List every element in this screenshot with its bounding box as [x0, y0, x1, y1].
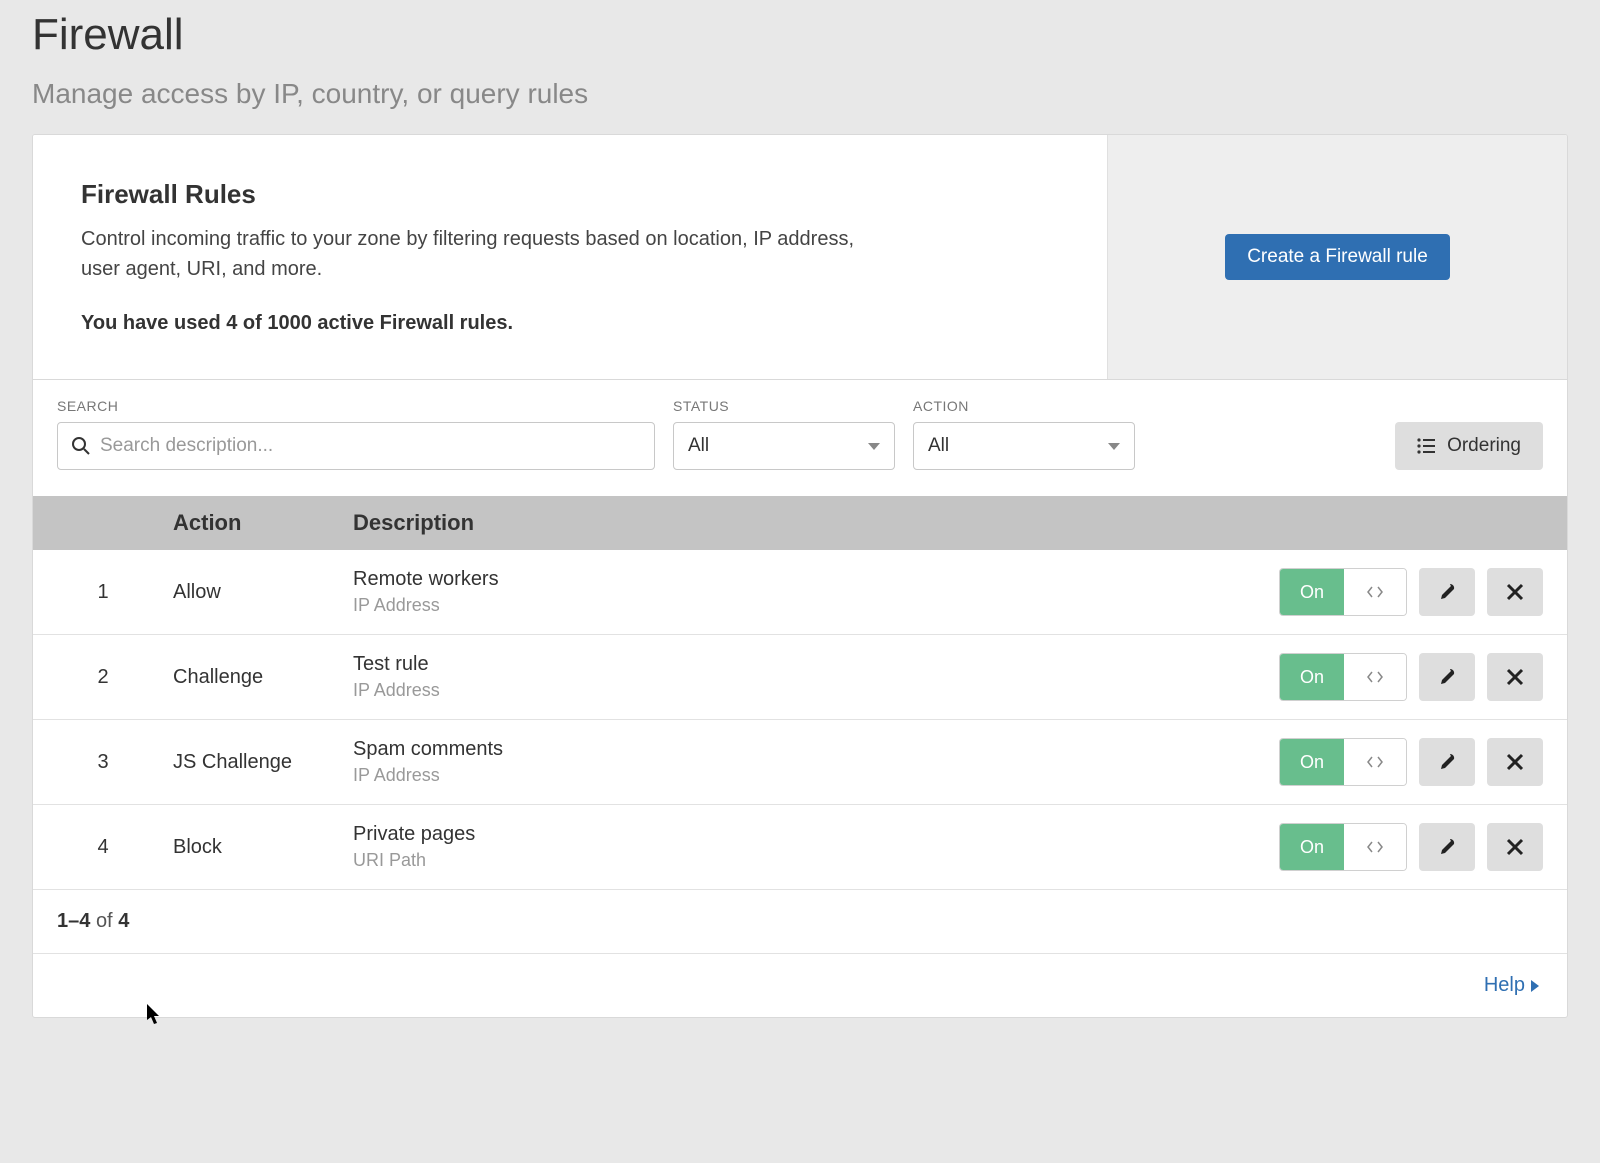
row-description-title: Test rule — [353, 653, 1247, 676]
close-icon — [1506, 753, 1524, 771]
status-label: STATUS — [673, 398, 895, 414]
table-row: 4 Block Private pages URI Path On — [33, 805, 1567, 890]
search-icon — [71, 436, 91, 456]
create-firewall-rule-button[interactable]: Create a Firewall rule — [1225, 234, 1450, 280]
drag-handle-icon — [1367, 756, 1383, 768]
row-action: Allow — [173, 581, 353, 604]
table-row: 2 Challenge Test rule IP Address On — [33, 635, 1567, 720]
delete-button[interactable] — [1487, 653, 1543, 701]
close-icon — [1506, 583, 1524, 601]
row-description-subtitle: IP Address — [353, 680, 1247, 701]
toggle-handle — [1344, 654, 1406, 700]
section-title: Firewall Rules — [81, 179, 1059, 210]
drag-handle-icon — [1367, 841, 1383, 853]
close-icon — [1506, 838, 1524, 856]
table-row: 1 Allow Remote workers IP Address On — [33, 550, 1567, 635]
help-link[interactable]: Help — [1484, 974, 1539, 997]
pagination-total: 4 — [118, 910, 129, 932]
close-icon — [1506, 668, 1524, 686]
wrench-icon — [1436, 836, 1458, 858]
firewall-card: Firewall Rules Control incoming traffic … — [32, 134, 1568, 1018]
status-value: All — [688, 435, 709, 457]
row-description-subtitle: IP Address — [353, 765, 1247, 786]
chevron-right-icon — [1531, 980, 1539, 992]
row-action: JS Challenge — [173, 751, 353, 774]
row-description-subtitle: IP Address — [353, 595, 1247, 616]
search-label: SEARCH — [57, 398, 655, 414]
ordering-icon — [1417, 438, 1435, 454]
toggle-handle — [1344, 569, 1406, 615]
delete-button[interactable] — [1487, 568, 1543, 616]
edit-button[interactable] — [1419, 738, 1475, 786]
table-row: 3 JS Challenge Spam comments IP Address … — [33, 720, 1567, 805]
delete-button[interactable] — [1487, 738, 1543, 786]
toggle-handle — [1344, 739, 1406, 785]
row-action: Block — [173, 836, 353, 859]
row-number: 2 — [33, 666, 173, 689]
toggle-handle — [1344, 824, 1406, 870]
pagination-range: 1–4 — [57, 910, 90, 932]
chevron-down-icon — [868, 443, 880, 450]
row-description-title: Remote workers — [353, 568, 1247, 591]
usage-text: You have used 4 of 1000 active Firewall … — [81, 312, 1059, 335]
toggle-on-label: On — [1280, 739, 1344, 785]
table-header: Action Description — [33, 496, 1567, 550]
toggle-on-label: On — [1280, 569, 1344, 615]
ordering-label: Ordering — [1447, 435, 1521, 457]
row-number: 3 — [33, 751, 173, 774]
wrench-icon — [1436, 581, 1458, 603]
row-description-title: Spam comments — [353, 738, 1247, 761]
header-description: Description — [353, 510, 1247, 536]
action-select[interactable]: All — [913, 422, 1135, 470]
edit-button[interactable] — [1419, 653, 1475, 701]
delete-button[interactable] — [1487, 823, 1543, 871]
row-description-title: Private pages — [353, 823, 1247, 846]
toggle-switch[interactable]: On — [1279, 568, 1407, 616]
page-subtitle: Manage access by IP, country, or query r… — [32, 78, 1568, 110]
drag-handle-icon — [1367, 586, 1383, 598]
edit-button[interactable] — [1419, 823, 1475, 871]
header-action: Action — [173, 510, 353, 536]
edit-button[interactable] — [1419, 568, 1475, 616]
toggle-on-label: On — [1280, 654, 1344, 700]
search-input[interactable] — [57, 422, 655, 470]
action-value: All — [928, 435, 949, 457]
row-number: 1 — [33, 581, 173, 604]
action-label: ACTION — [913, 398, 1135, 414]
toggle-switch[interactable]: On — [1279, 738, 1407, 786]
filter-bar: SEARCH STATUS All ACTION All — [33, 379, 1567, 496]
row-number: 4 — [33, 836, 173, 859]
drag-handle-icon — [1367, 671, 1383, 683]
wrench-icon — [1436, 666, 1458, 688]
chevron-down-icon — [1108, 443, 1120, 450]
wrench-icon — [1436, 751, 1458, 773]
help-label: Help — [1484, 974, 1525, 997]
ordering-button[interactable]: Ordering — [1395, 422, 1543, 470]
toggle-switch[interactable]: On — [1279, 653, 1407, 701]
row-description-subtitle: URI Path — [353, 850, 1247, 871]
toggle-switch[interactable]: On — [1279, 823, 1407, 871]
pagination: 1–4 of 4 — [33, 890, 1567, 954]
status-select[interactable]: All — [673, 422, 895, 470]
toggle-on-label: On — [1280, 824, 1344, 870]
row-action: Challenge — [173, 666, 353, 689]
section-description: Control incoming traffic to your zone by… — [81, 224, 861, 284]
page-title: Firewall — [32, 0, 1568, 60]
